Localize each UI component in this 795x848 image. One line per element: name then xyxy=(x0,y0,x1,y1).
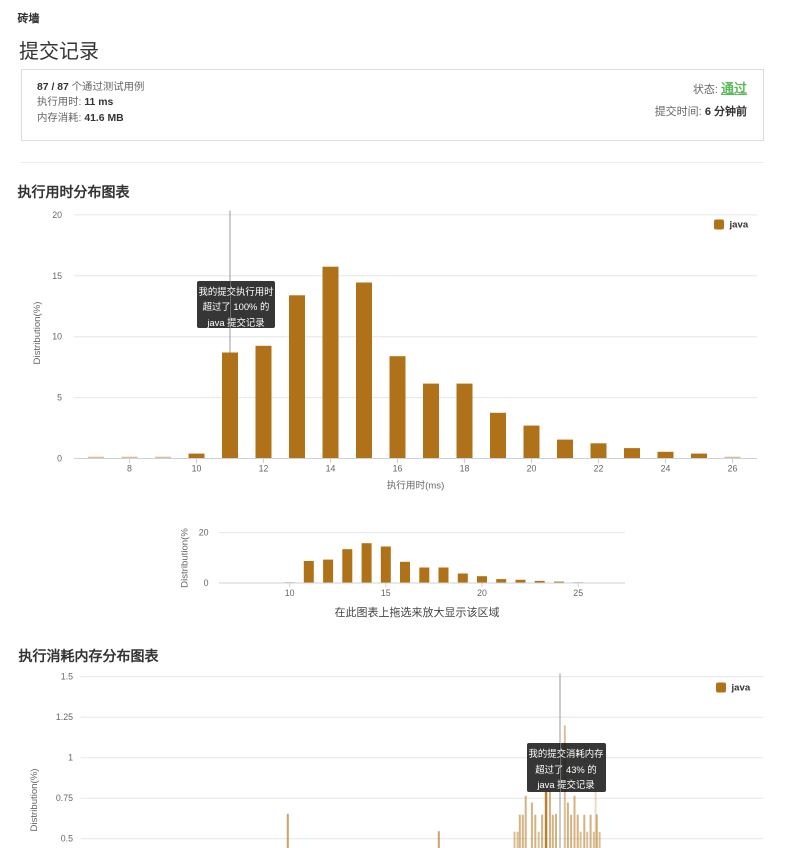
svg-text:15: 15 xyxy=(381,588,391,598)
svg-text:15: 15 xyxy=(52,271,62,281)
svg-text:26: 26 xyxy=(728,464,738,474)
svg-text:12: 12 xyxy=(259,464,269,474)
svg-text:20: 20 xyxy=(199,528,209,538)
svg-text:执行用时(ms): 执行用时(ms) xyxy=(387,480,445,492)
svg-text:Distribution(%): Distribution(%) xyxy=(32,302,43,365)
svg-text:10: 10 xyxy=(52,332,62,342)
svg-text:1.25: 1.25 xyxy=(56,712,73,722)
svg-text:22: 22 xyxy=(594,464,604,474)
svg-text:0.5: 0.5 xyxy=(61,834,73,844)
svg-text:10: 10 xyxy=(285,588,295,598)
svg-text:Distribution(%: Distribution(% xyxy=(180,528,191,588)
svg-text:16: 16 xyxy=(393,464,403,474)
svg-text:20: 20 xyxy=(477,588,487,598)
svg-text:20: 20 xyxy=(527,464,537,474)
svg-text:0: 0 xyxy=(57,454,62,464)
svg-text:0.75: 0.75 xyxy=(56,793,73,803)
svg-text:8: 8 xyxy=(127,464,132,474)
svg-text:24: 24 xyxy=(661,464,671,474)
svg-text:18: 18 xyxy=(460,464,470,474)
svg-text:1: 1 xyxy=(68,753,73,763)
svg-text:java: java xyxy=(729,220,749,231)
svg-text:20: 20 xyxy=(52,210,62,220)
svg-text:5: 5 xyxy=(57,393,62,403)
svg-text:1.5: 1.5 xyxy=(61,672,73,682)
svg-text:25: 25 xyxy=(573,588,583,598)
svg-text:0: 0 xyxy=(204,578,209,588)
svg-text:14: 14 xyxy=(326,464,336,474)
svg-text:10: 10 xyxy=(192,464,202,474)
svg-text:Distribution(%): Distribution(%) xyxy=(29,769,40,832)
svg-text:java: java xyxy=(731,683,751,694)
